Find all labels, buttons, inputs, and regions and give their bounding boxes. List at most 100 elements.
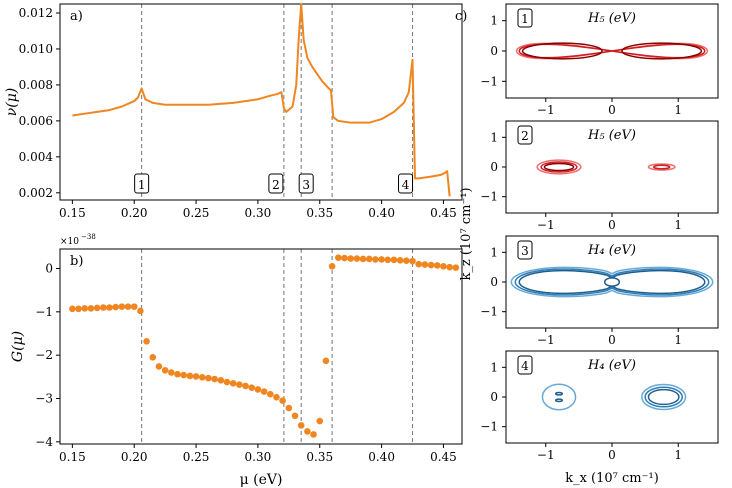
g-point (409, 257, 416, 265)
g-point (211, 375, 218, 383)
g-point (365, 255, 373, 263)
xtick-label: 0.15 (59, 450, 86, 464)
g-point (198, 373, 206, 381)
marker-box-2 (268, 173, 284, 194)
g-point (124, 303, 132, 310)
g-point (372, 256, 379, 263)
g-point (186, 372, 194, 380)
g-point (433, 262, 441, 269)
ylabel-b: G(μ) (10, 331, 26, 362)
contour-c2-4 (652, 164, 671, 170)
ytick-label: 0 (490, 44, 498, 58)
g-point (180, 371, 187, 379)
g-point (440, 263, 447, 270)
g-point (174, 370, 181, 378)
ytick-label: 0.006 (19, 114, 53, 128)
ytick-label: −1 (480, 420, 498, 434)
g-point (112, 303, 119, 311)
ytick-label: 0.004 (19, 150, 54, 164)
g-point (297, 422, 305, 429)
g-point (427, 261, 435, 269)
g-point (291, 412, 299, 420)
g-point (273, 393, 280, 401)
ytick-label: 1 (490, 130, 498, 144)
xtick-label: 0.35 (306, 450, 333, 464)
g-point (452, 264, 460, 271)
contour-c4-0 (641, 383, 687, 411)
g-point (99, 304, 107, 311)
ytick-label: 0 (45, 262, 53, 276)
g-point (149, 354, 157, 361)
g-point (322, 357, 330, 365)
ytick-label: 0.012 (19, 6, 53, 20)
xtick-label: 1 (674, 218, 682, 232)
ytick-label: 0 (490, 160, 498, 174)
g-point (75, 305, 82, 313)
contours-c1 (515, 42, 709, 60)
g-point (328, 263, 336, 270)
xtick-label: 0.30 (245, 450, 272, 464)
ytick-label: −1 (480, 305, 498, 319)
number-label: 3 (521, 244, 529, 258)
number-box-3 (517, 240, 533, 260)
contour-title: H₄ (eV) (587, 243, 636, 258)
g-point (378, 256, 385, 263)
number-box-1 (517, 8, 533, 28)
contour-c1-1 (518, 43, 706, 59)
contour-title: H₄ (eV) (587, 358, 636, 373)
g-point (106, 304, 113, 311)
marker-box-3 (298, 173, 314, 194)
xtick-label: 0 (608, 333, 616, 347)
xlabel-kx: k_x (10⁷ cm⁻¹) (565, 471, 659, 486)
contours-c2 (536, 159, 676, 175)
number-label: 1 (521, 12, 529, 26)
g-point (223, 378, 231, 386)
g-point (384, 256, 392, 264)
marker-box-4 (398, 173, 414, 194)
g-point (304, 428, 311, 435)
g-point (359, 255, 367, 263)
contour-c2-0 (536, 159, 582, 175)
number-box-4 (517, 355, 533, 375)
xlabel-b: μ (eV) (240, 472, 283, 488)
g-point (248, 384, 256, 391)
panel-a: 0.15 0.20 0.25 0.30 0.35 0.40 0.45 0.002 0.004 0.… (4, 3, 463, 220)
contour-c3-2 (518, 269, 706, 295)
xtick-label: −1 (537, 333, 555, 347)
g-point (341, 254, 348, 262)
panel-label: a) (70, 9, 83, 24)
xtick-label: 1 (674, 333, 682, 347)
g-point (118, 303, 126, 310)
g-point (415, 260, 423, 268)
xtick-label: 0.40 (368, 450, 395, 464)
g-point (87, 305, 95, 312)
xtick-label: 0.30 (245, 206, 272, 220)
g-point (168, 369, 175, 376)
number-label: 2 (521, 129, 529, 143)
contour-c4-1 (644, 386, 683, 408)
marker-label-4: 4 (402, 178, 410, 192)
panel-c1: −1 0 1 1 0 −1 1 H₅ (eV) c) (455, 3, 719, 117)
ytick-label: −1 (35, 305, 53, 319)
xtick-label: 1 (674, 448, 682, 462)
ytick-label: 0 (490, 390, 498, 404)
g-point (266, 390, 274, 398)
g-point (390, 256, 398, 264)
contours-c3 (510, 266, 714, 298)
number-box-2 (517, 125, 533, 145)
xtick-label: 0 (608, 103, 616, 117)
xtick-label: 0.20 (121, 450, 148, 464)
nu-line (72, 3, 451, 197)
g-point (396, 256, 404, 264)
g-point (229, 380, 237, 387)
ytick-label: 0.010 (19, 42, 53, 56)
ytick-label: −1 (480, 190, 498, 204)
marker-box-1 (134, 173, 150, 194)
frame-a (59, 3, 463, 201)
g-point (81, 305, 89, 312)
contour-c2-3 (647, 163, 676, 171)
ytick-label: 1 (490, 245, 498, 259)
contour-c3-1 (514, 268, 710, 296)
g-point (353, 255, 361, 262)
